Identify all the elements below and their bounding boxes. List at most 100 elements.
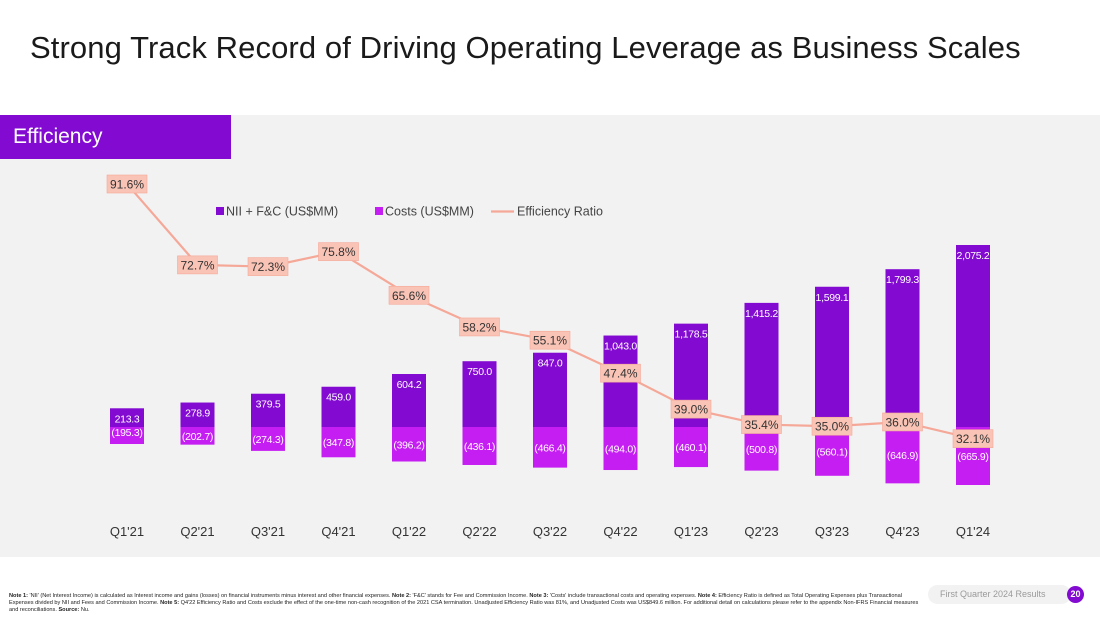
page-number-badge: 20	[1067, 586, 1084, 603]
revenue-value-label: 2,075.2	[957, 250, 990, 262]
x-tick-label: Q4'22	[603, 524, 637, 539]
revenue-value-label: 604.2	[397, 379, 422, 391]
revenue-bar	[110, 408, 144, 427]
cost-value-label: (494.0)	[605, 444, 636, 456]
footnote-note-label: Source:	[58, 607, 81, 613]
ratio-value-label: 58.2%	[462, 320, 496, 334]
footnote-note-label: Note 5:	[160, 600, 181, 606]
ratio-value-label: 35.4%	[744, 418, 778, 432]
footnote-note-text: 'Costs' include transactional costs and …	[549, 593, 698, 599]
x-tick-label: Q3'21	[251, 524, 285, 539]
ratio-label-box	[177, 255, 218, 275]
revenue-value-label: 1,599.1	[816, 292, 849, 304]
ratio-value-label: 36.0%	[885, 415, 919, 429]
x-tick-label: Q3'22	[533, 524, 567, 539]
revenue-bar	[533, 352, 567, 427]
cost-value-label: (560.1)	[816, 446, 847, 458]
revenue-bar	[251, 393, 285, 427]
footnote-note-label: Note 4:	[697, 593, 719, 599]
x-axis: Q1'21 Q2'21 Q3'21 Q4'21 Q1'22 Q2'22 Q3'22 Q4'22…	[110, 524, 990, 539]
ratio-label-box	[318, 242, 359, 261]
revenue-bar	[321, 386, 356, 427]
x-tick-label: Q2'21	[180, 524, 214, 539]
footnote-note-label: Note 2:	[392, 593, 413, 599]
cost-bar	[180, 427, 215, 445]
revenue-value-label: 379.5	[256, 399, 281, 411]
cost-value-label: (460.1)	[675, 442, 706, 454]
cost-bar	[462, 427, 497, 465]
footer-pill	[928, 585, 1071, 604]
ratio-label-box	[247, 257, 289, 276]
x-tick-label: Q1'24	[956, 524, 990, 539]
cost-value-label: (202.7)	[182, 431, 213, 443]
legend-ratio-label: Efficiency Ratio	[517, 205, 603, 219]
revenue-value-label: 1,415.2	[745, 308, 778, 320]
ratio-value-label: 39.0%	[674, 403, 708, 417]
ratio-label-box	[106, 174, 148, 194]
footnote-note-text: Efficiency Ratio is defined as Total Ope…	[9, 593, 902, 606]
cost-value-label: (347.8)	[323, 437, 354, 449]
ratio-label-box	[811, 416, 853, 436]
cost-value-label: (665.9)	[957, 451, 988, 463]
revenue-bar	[956, 245, 990, 427]
revenue-bar	[744, 302, 779, 427]
revenue-bar	[462, 361, 497, 427]
footnote-note-label: Note 3:	[529, 593, 550, 599]
ratio-value-label: 72.3%	[251, 260, 285, 274]
ratio-value-label: 55.1%	[533, 334, 567, 348]
legend-costs-swatch	[375, 207, 383, 215]
ratio-label-box	[952, 429, 994, 448]
page-title: Strong Track Record of Driving Operating…	[30, 30, 1021, 65]
ratio-label-box	[670, 399, 712, 419]
ratio-label-box	[529, 330, 571, 350]
x-tick-label: Q1'23	[674, 524, 708, 539]
revenue-value-label: 1,178.5	[675, 329, 708, 341]
cost-bar	[392, 427, 426, 462]
labels-layer: 213.3 (195.3) 278.9 (202.7) 379.5 (274.3) 459.…	[106, 174, 994, 463]
ratio-value-label: 35.0%	[815, 420, 849, 434]
legend-costs-label: Costs (US$MM)	[385, 205, 474, 219]
revenue-value-label: 213.3	[115, 413, 140, 425]
footnote-note-text: Nu.	[80, 607, 90, 613]
revenue-value-label: 459.0	[326, 392, 351, 404]
revenue-bar	[392, 374, 426, 427]
revenue-value-label: 278.9	[185, 408, 210, 420]
revenue-value-label: 847.0	[538, 358, 563, 370]
revenue-value-label: 1,043.0	[604, 341, 637, 353]
cost-value-label: (646.9)	[887, 450, 918, 462]
cost-value-label: (396.2)	[393, 439, 424, 451]
x-tick-label: Q3'23	[815, 524, 849, 539]
ratio-label-box	[459, 317, 500, 337]
cost-bar	[110, 427, 144, 445]
revenue-bar	[885, 269, 920, 427]
legend-revenue-swatch	[216, 207, 224, 215]
cost-bar	[533, 427, 567, 468]
cost-value-label: (195.3)	[111, 427, 142, 439]
x-tick-label: Q2'22	[462, 524, 496, 539]
x-tick-label: Q2'23	[744, 524, 778, 539]
legend-revenue-label: NII + F&C (US$MM)	[226, 205, 338, 219]
footnote: Note 1: 'NII' (Net Interest Income) is c…	[9, 593, 921, 614]
x-tick-label: Q4'23	[885, 524, 919, 539]
bars-layer	[110, 245, 990, 485]
legend: NII + F&C (US$MM) Costs (US$MM) Efficiency…	[216, 205, 603, 219]
cost-bar	[603, 427, 638, 471]
ratio-label-box	[388, 285, 430, 305]
footnote-note-text: 'NII' (Net Interest Income) is calculate…	[29, 593, 393, 599]
cost-value-label: (466.4)	[534, 442, 565, 454]
footer-results-label: First Quarter 2024 Results	[940, 589, 1046, 599]
cost-bar	[744, 427, 779, 471]
x-tick-label: Q1'21	[110, 524, 144, 539]
ratio-label-box	[600, 363, 641, 383]
x-tick-label: Q1'22	[392, 524, 426, 539]
x-tick-label: Q4'21	[321, 524, 355, 539]
ratio-value-label: 72.7%	[180, 258, 214, 272]
footnote-note-text: 'F&C' stands for Fee and Commission Inco…	[412, 593, 530, 599]
ratio-value-label: 91.6%	[110, 178, 144, 192]
ratio-value-label: 47.4%	[603, 367, 637, 381]
ratio-label-box	[882, 412, 923, 432]
section-tab-efficiency: Efficiency	[0, 115, 231, 159]
revenue-bar	[815, 286, 849, 427]
revenue-value-label: 750.0	[467, 366, 492, 378]
